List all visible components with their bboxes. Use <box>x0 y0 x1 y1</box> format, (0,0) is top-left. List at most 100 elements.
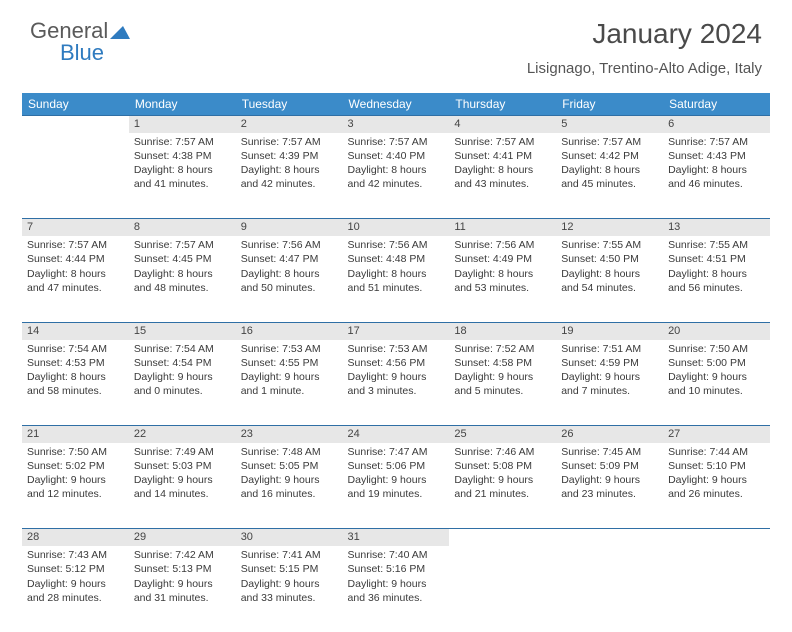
daylight-text-2: and 16 minutes. <box>241 487 338 501</box>
day-number-cell: 28 <box>22 529 129 546</box>
brand-logo: GeneralBlue <box>30 18 130 66</box>
daylight-text-1: Daylight: 9 hours <box>27 473 124 487</box>
daylight-text-1: Daylight: 9 hours <box>348 370 445 384</box>
sunset-text: Sunset: 4:41 PM <box>454 149 551 163</box>
sunset-text: Sunset: 5:02 PM <box>27 459 124 473</box>
daylight-text-1: Daylight: 8 hours <box>348 163 445 177</box>
day-content-row: Sunrise: 7:50 AMSunset: 5:02 PMDaylight:… <box>22 443 770 529</box>
day-content-cell: Sunrise: 7:56 AMSunset: 4:48 PMDaylight:… <box>343 236 450 322</box>
day-number-cell: 30 <box>236 529 343 546</box>
day-content-cell: Sunrise: 7:44 AMSunset: 5:10 PMDaylight:… <box>663 443 770 529</box>
page-header: GeneralBlue January 2024 Lisignago, Tren… <box>0 0 792 83</box>
day-number-cell: 13 <box>663 219 770 236</box>
daylight-text-1: Daylight: 9 hours <box>348 577 445 591</box>
daylight-text-2: and 26 minutes. <box>668 487 765 501</box>
daylight-text-1: Daylight: 9 hours <box>668 370 765 384</box>
day-number-row: 14151617181920 <box>22 322 770 339</box>
day-content-cell: Sunrise: 7:53 AMSunset: 4:56 PMDaylight:… <box>343 340 450 426</box>
sunset-text: Sunset: 4:58 PM <box>454 356 551 370</box>
day-content-cell: Sunrise: 7:47 AMSunset: 5:06 PMDaylight:… <box>343 443 450 529</box>
daylight-text-2: and 23 minutes. <box>561 487 658 501</box>
daylight-text-2: and 7 minutes. <box>561 384 658 398</box>
weekday-header: Thursday <box>449 93 556 116</box>
day-number-cell: 31 <box>343 529 450 546</box>
daylight-text-1: Daylight: 8 hours <box>454 267 551 281</box>
sunrise-text: Sunrise: 7:48 AM <box>241 445 338 459</box>
sunrise-text: Sunrise: 7:57 AM <box>27 238 124 252</box>
day-number-cell: 1 <box>129 116 236 133</box>
day-number-cell: 5 <box>556 116 663 133</box>
daylight-text-1: Daylight: 9 hours <box>561 370 658 384</box>
day-number-row: 28293031 <box>22 529 770 546</box>
daylight-text-2: and 46 minutes. <box>668 177 765 191</box>
day-number-cell: 2 <box>236 116 343 133</box>
location-subtitle: Lisignago, Trentino-Alto Adige, Italy <box>527 60 762 77</box>
day-number-cell: 12 <box>556 219 663 236</box>
day-number-row: 21222324252627 <box>22 426 770 443</box>
daylight-text-1: Daylight: 9 hours <box>454 370 551 384</box>
day-number-cell: 10 <box>343 219 450 236</box>
day-content-cell: Sunrise: 7:57 AMSunset: 4:42 PMDaylight:… <box>556 133 663 219</box>
sunrise-text: Sunrise: 7:57 AM <box>134 135 231 149</box>
sunset-text: Sunset: 4:53 PM <box>27 356 124 370</box>
daylight-text-1: Daylight: 8 hours <box>561 267 658 281</box>
daylight-text-1: Daylight: 9 hours <box>668 473 765 487</box>
day-content-cell: Sunrise: 7:56 AMSunset: 4:47 PMDaylight:… <box>236 236 343 322</box>
daylight-text-2: and 14 minutes. <box>134 487 231 501</box>
sunrise-text: Sunrise: 7:53 AM <box>241 342 338 356</box>
sunrise-text: Sunrise: 7:55 AM <box>561 238 658 252</box>
daylight-text-1: Daylight: 9 hours <box>241 370 338 384</box>
day-content-row: Sunrise: 7:43 AMSunset: 5:12 PMDaylight:… <box>22 546 770 632</box>
sunset-text: Sunset: 4:38 PM <box>134 149 231 163</box>
sunrise-text: Sunrise: 7:56 AM <box>348 238 445 252</box>
sunrise-text: Sunrise: 7:57 AM <box>561 135 658 149</box>
day-number-cell: 7 <box>22 219 129 236</box>
daylight-text-2: and 10 minutes. <box>668 384 765 398</box>
day-content-cell: Sunrise: 7:53 AMSunset: 4:55 PMDaylight:… <box>236 340 343 426</box>
day-number-cell: 20 <box>663 322 770 339</box>
day-number-cell <box>663 529 770 546</box>
sunrise-text: Sunrise: 7:57 AM <box>134 238 231 252</box>
daylight-text-1: Daylight: 9 hours <box>348 473 445 487</box>
daylight-text-2: and 42 minutes. <box>348 177 445 191</box>
sunrise-text: Sunrise: 7:45 AM <box>561 445 658 459</box>
weekday-header: Tuesday <box>236 93 343 116</box>
daylight-text-2: and 42 minutes. <box>241 177 338 191</box>
day-number-row: 78910111213 <box>22 219 770 236</box>
day-number-cell: 18 <box>449 322 556 339</box>
sunset-text: Sunset: 4:49 PM <box>454 252 551 266</box>
sunset-text: Sunset: 5:06 PM <box>348 459 445 473</box>
daylight-text-2: and 36 minutes. <box>348 591 445 605</box>
day-number-cell: 24 <box>343 426 450 443</box>
sunset-text: Sunset: 4:44 PM <box>27 252 124 266</box>
sunset-text: Sunset: 4:51 PM <box>668 252 765 266</box>
sunrise-text: Sunrise: 7:43 AM <box>27 548 124 562</box>
sunset-text: Sunset: 4:56 PM <box>348 356 445 370</box>
sunrise-text: Sunrise: 7:46 AM <box>454 445 551 459</box>
day-number-cell: 9 <box>236 219 343 236</box>
day-content-cell: Sunrise: 7:49 AMSunset: 5:03 PMDaylight:… <box>129 443 236 529</box>
day-content-cell: Sunrise: 7:55 AMSunset: 4:51 PMDaylight:… <box>663 236 770 322</box>
day-content-cell: Sunrise: 7:46 AMSunset: 5:08 PMDaylight:… <box>449 443 556 529</box>
day-content-cell: Sunrise: 7:42 AMSunset: 5:13 PMDaylight:… <box>129 546 236 632</box>
day-number-row: 123456 <box>22 116 770 133</box>
day-number-cell: 22 <box>129 426 236 443</box>
sunrise-text: Sunrise: 7:42 AM <box>134 548 231 562</box>
daylight-text-1: Daylight: 8 hours <box>134 163 231 177</box>
daylight-text-2: and 21 minutes. <box>454 487 551 501</box>
daylight-text-1: Daylight: 8 hours <box>561 163 658 177</box>
daylight-text-1: Daylight: 9 hours <box>241 577 338 591</box>
day-content-cell: Sunrise: 7:54 AMSunset: 4:53 PMDaylight:… <box>22 340 129 426</box>
sunrise-text: Sunrise: 7:55 AM <box>668 238 765 252</box>
sunset-text: Sunset: 4:42 PM <box>561 149 658 163</box>
weekday-header-row: Sunday Monday Tuesday Wednesday Thursday… <box>22 93 770 116</box>
weekday-header: Monday <box>129 93 236 116</box>
day-number-cell: 21 <box>22 426 129 443</box>
sunrise-text: Sunrise: 7:56 AM <box>241 238 338 252</box>
day-content-cell: Sunrise: 7:50 AMSunset: 5:00 PMDaylight:… <box>663 340 770 426</box>
daylight-text-1: Daylight: 8 hours <box>27 267 124 281</box>
day-number-cell: 27 <box>663 426 770 443</box>
day-number-cell: 26 <box>556 426 663 443</box>
daylight-text-1: Daylight: 8 hours <box>454 163 551 177</box>
sunset-text: Sunset: 4:55 PM <box>241 356 338 370</box>
